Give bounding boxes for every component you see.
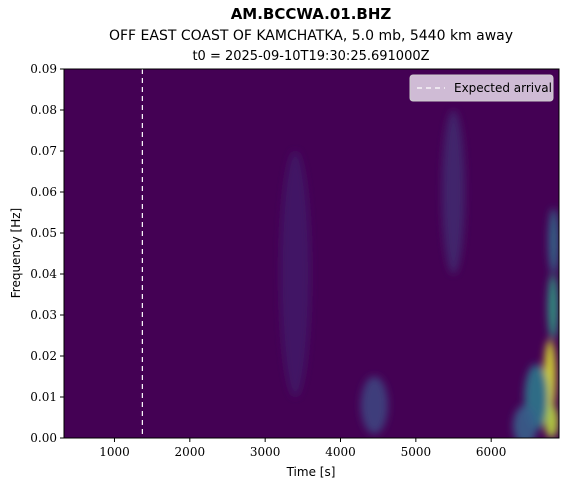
legend: Expected arrival — [409, 74, 554, 102]
y-tick-label: 0.03 — [30, 308, 57, 322]
y-tick-label: 0.04 — [30, 267, 57, 281]
y-tick-label: 0.05 — [30, 226, 57, 240]
x-tick-label: 2000 — [175, 445, 206, 459]
x-tick-label: 6000 — [476, 445, 507, 459]
y-tick-label: 0.09 — [30, 62, 57, 76]
spectrogram-energy-patch — [544, 405, 559, 438]
spectrogram-background — [64, 69, 559, 438]
x-tick-label: 5000 — [401, 445, 432, 459]
x-axis-ticks: 1000 2000 3000 4000 5000 6000 — [99, 438, 506, 459]
y-axis-ticks: 0.00 0.01 0.02 0.03 0.04 0.05 0.06 0.07 0.08 0.09 — [30, 62, 64, 445]
spectrogram-energy-patch — [548, 208, 559, 274]
x-axis-label: Time [s] — [286, 465, 336, 479]
y-tick-label: 0.07 — [30, 144, 57, 158]
y-tick-label: 0.02 — [30, 349, 57, 363]
chart-subtitle: OFF EAST COAST OF KAMCHATKA, 5.0 mb, 544… — [109, 28, 513, 44]
spectrogram-energy-patch — [442, 110, 465, 274]
x-tick-label: 3000 — [250, 445, 281, 459]
plot-frame — [63, 68, 560, 439]
x-tick-label: 1000 — [99, 445, 130, 459]
spectrogram-energy-patch — [360, 376, 388, 434]
legend-box — [409, 74, 554, 102]
y-axis-label: Frequency [Hz] — [9, 208, 23, 299]
y-tick-label: 0.00 — [30, 431, 57, 445]
chart-origin-time: t0 = 2025-09-10T19:30:25.691000Z — [192, 49, 429, 64]
spectrogram-energy-patch — [280, 151, 311, 397]
legend-label: Expected arrival — [454, 81, 552, 95]
plot-area — [63, 68, 560, 439]
spectrogram-energy-patch — [513, 405, 538, 438]
spectrogram-energy — [280, 110, 559, 438]
x-tick-label: 4000 — [325, 445, 356, 459]
chart-title: AM.BCCWA.01.BHZ — [231, 5, 392, 23]
y-tick-label: 0.01 — [30, 390, 57, 404]
y-tick-label: 0.08 — [30, 103, 57, 117]
spectrogram-energy-patch — [547, 274, 559, 340]
y-tick-label: 0.06 — [30, 185, 57, 199]
